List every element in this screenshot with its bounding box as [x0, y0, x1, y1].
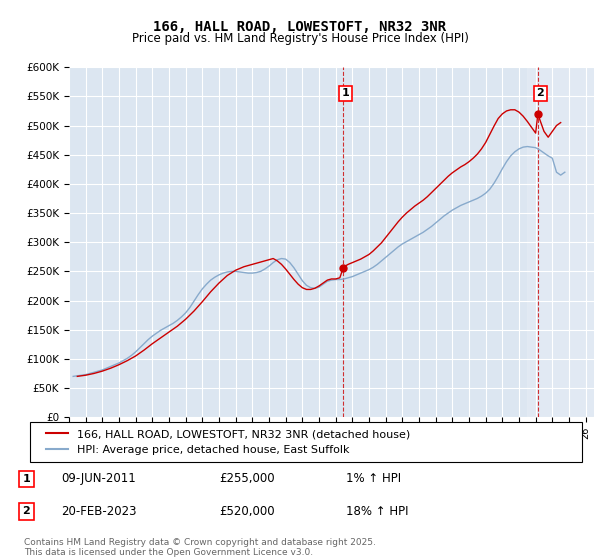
Text: Price paid vs. HM Land Registry's House Price Index (HPI): Price paid vs. HM Land Registry's House … [131, 32, 469, 45]
Bar [527, 67, 594, 417]
Legend: 166, HALL ROAD, LOWESTOFT, NR32 3NR (detached house), HPI: Average price, detach: 166, HALL ROAD, LOWESTOFT, NR32 3NR (det… [41, 424, 415, 459]
Text: 166, HALL ROAD, LOWESTOFT, NR32 3NR: 166, HALL ROAD, LOWESTOFT, NR32 3NR [154, 20, 446, 34]
Text: 1: 1 [341, 88, 349, 99]
Text: 2: 2 [536, 88, 544, 99]
Text: 09-JUN-2011: 09-JUN-2011 [61, 473, 136, 486]
Text: 1% ↑ HPI: 1% ↑ HPI [346, 473, 401, 486]
Text: £520,000: £520,000 [220, 505, 275, 517]
Text: 2: 2 [23, 506, 30, 516]
Text: 1: 1 [23, 474, 30, 484]
FancyBboxPatch shape [30, 422, 582, 462]
Text: 20-FEB-2023: 20-FEB-2023 [61, 505, 136, 517]
Text: £255,000: £255,000 [220, 473, 275, 486]
Bar [527, 67, 594, 417]
Text: Contains HM Land Registry data © Crown copyright and database right 2025.
This d: Contains HM Land Registry data © Crown c… [24, 538, 376, 557]
Text: 18% ↑ HPI: 18% ↑ HPI [346, 505, 409, 517]
